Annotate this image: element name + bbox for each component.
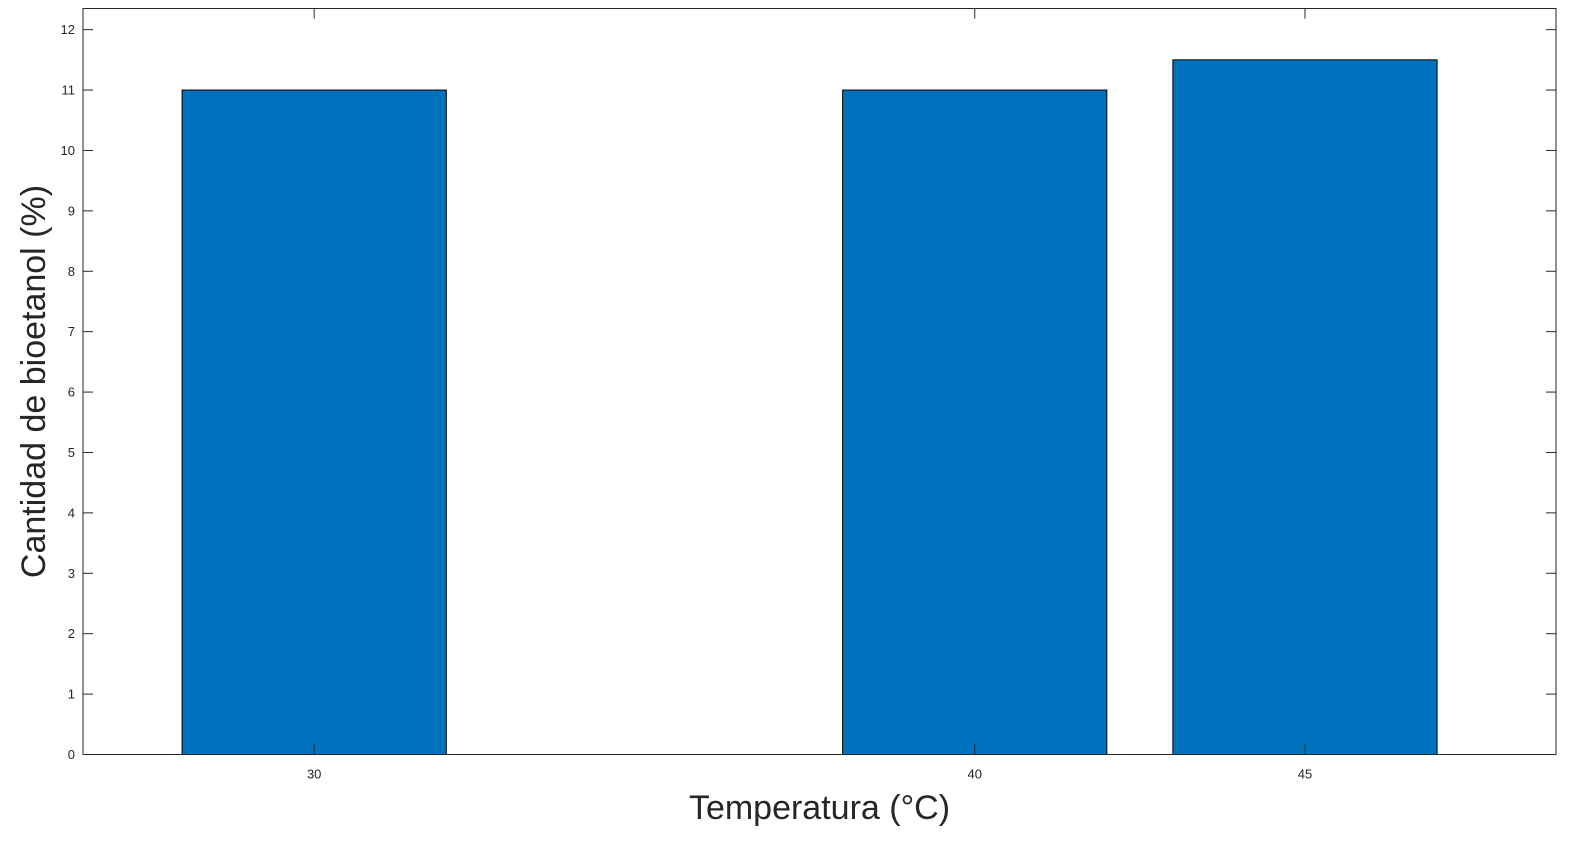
bar-30 [181, 89, 447, 755]
y-tick-label: 10 [61, 143, 75, 158]
y-tick-label: 6 [68, 385, 75, 400]
y-tick-label: 4 [68, 505, 75, 520]
y-tick-label: 2 [68, 626, 75, 641]
y-tick-label: 8 [68, 264, 75, 279]
y-tick-label: 9 [68, 203, 75, 218]
plot-frame [82, 8, 1557, 755]
y-axis-label: Cantidad de bioetanol (%) [15, 185, 53, 578]
y-tick-label: 5 [68, 445, 75, 460]
x-tick-label: 40 [967, 767, 981, 782]
bars-layer [181, 59, 1438, 756]
x-tick-label: 45 [1298, 767, 1312, 782]
bar-40 [842, 89, 1108, 755]
y-tick-label: 12 [61, 22, 75, 37]
y-tick-label: 0 [68, 747, 75, 762]
y-tick-label: 11 [62, 83, 76, 98]
y-tick-label: 7 [68, 324, 75, 339]
y-tick-label: 3 [68, 566, 75, 581]
x-ticks-layer: 30 40 45 [307, 8, 1312, 782]
x-tick-label: 30 [307, 767, 321, 782]
y-tick-label: 1 [68, 687, 75, 702]
x-axis-label: Temperatura (°C) [689, 789, 950, 827]
bar-45 [1172, 59, 1438, 756]
axes-layer [82, 8, 1557, 755]
